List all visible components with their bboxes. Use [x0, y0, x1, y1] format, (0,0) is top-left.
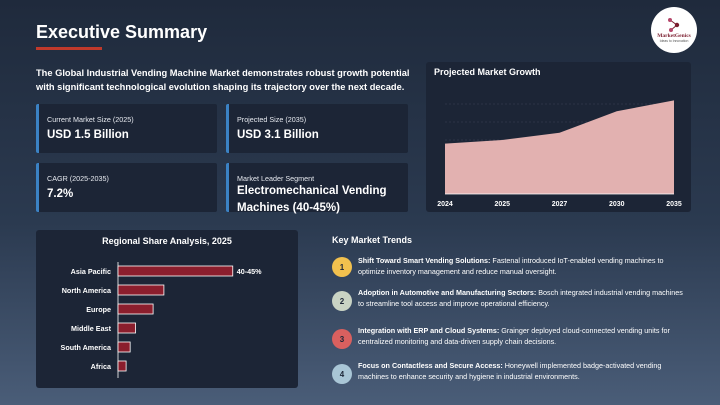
- growth-area-chart: 2024 2025 2027 2030 2035: [437, 100, 682, 208]
- category-label: South America: [61, 343, 112, 352]
- growth-area: [445, 100, 674, 194]
- card-label: Market Leader Segment: [237, 174, 315, 183]
- x-tick-label: 2024: [437, 201, 453, 208]
- trend-text: Adoption in Automotive and Manufacturing…: [358, 288, 688, 309]
- x-tick-label: 2027: [552, 201, 568, 208]
- card-value: Electromechanical Vending Machines (40-4…: [237, 185, 387, 214]
- trend-text: Integration with ERP and Cloud Systems: …: [358, 326, 688, 347]
- x-tick-label: 2030: [609, 201, 625, 208]
- trend-text: Focus on Contactless and Secure Access: …: [358, 361, 688, 382]
- bar-data-label: 40-45%: [237, 267, 262, 276]
- logo-name: MarketGenics: [657, 33, 691, 39]
- trends-title: Key Market Trends: [332, 235, 413, 245]
- bar: [117, 303, 154, 315]
- card-value: USD 1.5 Billion: [47, 129, 129, 141]
- trend-body: Bosch integrated industrial vending mach…: [358, 288, 683, 308]
- regional-share-panel: Regional Share Analysis, 2025 Asia Pacif…: [36, 230, 298, 388]
- regional-bar-chart: Asia Pacific 40-45% North America Europe Mid…: [61, 262, 262, 378]
- market-leader-card: Market Leader Segment Electromechanical …: [226, 163, 408, 214]
- network-nodes-icon: [668, 18, 680, 32]
- bar: [117, 341, 131, 353]
- current-market-size-card: Current Market Size (2025) USD 1.5 Billi…: [36, 104, 217, 153]
- company-logo: MarketGenics Ideas to Innovation: [651, 7, 697, 53]
- trend-body: Grainger deployed cloud-connected vendin…: [358, 326, 670, 346]
- intro-text: The Global Industrial Vending Machine Ma…: [36, 68, 410, 92]
- trend-heading: Adoption in Automotive and Manufacturing…: [358, 288, 537, 297]
- card-label: Projected Size (2035): [237, 115, 307, 124]
- category-label: Middle East: [71, 324, 112, 333]
- category-label: Europe: [86, 305, 111, 314]
- logo-tagline: Ideas to Innovation: [659, 39, 689, 43]
- trend-number-badge: 2: [332, 291, 352, 311]
- card-label: CAGR (2025-2035): [47, 174, 109, 183]
- card-value: 7.2%: [47, 188, 74, 200]
- card-value: USD 3.1 Billion: [237, 129, 319, 141]
- page-title: Executive Summary: [36, 22, 208, 42]
- x-tick-label: 2035: [666, 201, 682, 208]
- chart-title: Regional Share Analysis, 2025: [102, 236, 232, 246]
- chart-title: Projected Market Growth: [434, 67, 541, 77]
- category-label: North America: [62, 286, 112, 295]
- trend-text: Shift Toward Smart Vending Solutions: Fa…: [358, 256, 688, 277]
- trend-body: Honeywell implemented badge-activated ve…: [358, 361, 662, 381]
- trend-number-badge: 1: [332, 257, 352, 277]
- trend-number-badge: 4: [332, 364, 352, 384]
- cagr-card: CAGR (2025-2035) 7.2%: [36, 163, 217, 212]
- category-label: Asia Pacific: [71, 267, 111, 276]
- card-label: Current Market Size (2025): [47, 115, 134, 124]
- bar: [117, 265, 234, 277]
- projected-growth-panel: 2024 2025 2027 2030 2035 Projected Market Gr…: [426, 62, 691, 212]
- trend-heading: Shift Toward Smart Vending Solutions:: [358, 256, 491, 265]
- bar: [117, 360, 127, 372]
- x-tick-label: 2025: [494, 201, 510, 208]
- category-label: Africa: [91, 362, 112, 371]
- trend-heading: Focus on Contactless and Secure Access:: [358, 361, 503, 370]
- bar: [117, 284, 165, 296]
- bar: [117, 322, 136, 334]
- projected-size-card: Projected Size (2035) USD 3.1 Billion: [226, 104, 408, 153]
- trend-body: Fastenal introduced IoT-enabled vending …: [358, 256, 664, 276]
- title-underline: [36, 47, 102, 50]
- trend-number-badge: 3: [332, 329, 352, 349]
- trend-heading: Integration with ERP and Cloud Systems:: [358, 326, 500, 335]
